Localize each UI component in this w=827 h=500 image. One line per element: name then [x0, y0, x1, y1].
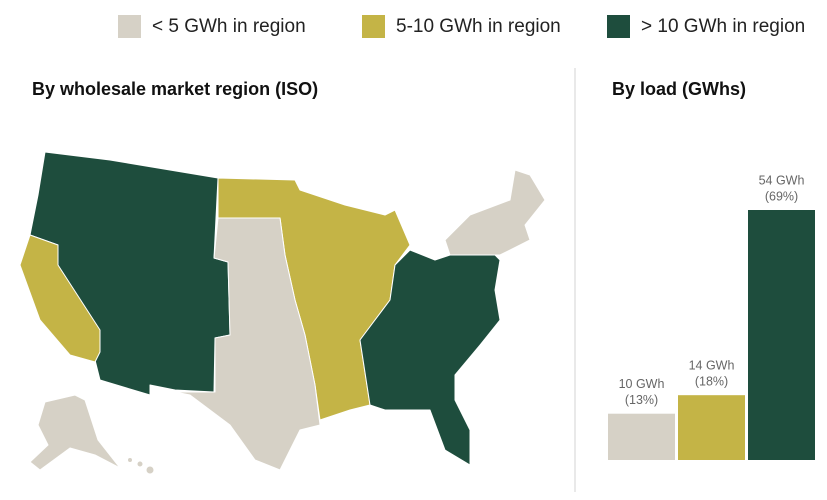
- legend-swatch: [362, 15, 385, 38]
- value-label: 54 GWh: [759, 173, 805, 187]
- share-label: (13%): [625, 393, 658, 407]
- legend-swatch: [607, 15, 630, 38]
- value-label: 10 GWh: [619, 377, 665, 391]
- bar: [748, 210, 815, 460]
- map-title: By wholesale market region (ISO): [32, 79, 318, 99]
- map-region-hawaii: [127, 457, 133, 463]
- bar: [678, 395, 745, 460]
- legend-label: > 10 GWh in region: [641, 16, 805, 37]
- map-region-california: [19, 234, 101, 363]
- share-label: (69%): [765, 189, 798, 203]
- legend-swatch: [118, 15, 141, 38]
- map-region-beige-northeast: [444, 169, 546, 256]
- chart-title: By load (GWhs): [612, 79, 746, 99]
- legend-label: < 5 GWh in region: [152, 16, 306, 37]
- us-map: [19, 151, 546, 475]
- map-region-alaska: [29, 394, 121, 471]
- map-region-hawaii: [136, 460, 144, 468]
- share-label: (18%): [695, 374, 728, 388]
- legend-label: 5-10 GWh in region: [396, 16, 561, 37]
- bar: [608, 413, 675, 460]
- value-label: 14 GWh: [689, 358, 735, 372]
- map-region-beige-plains: [174, 217, 321, 471]
- map-region-hawaii: [145, 465, 155, 475]
